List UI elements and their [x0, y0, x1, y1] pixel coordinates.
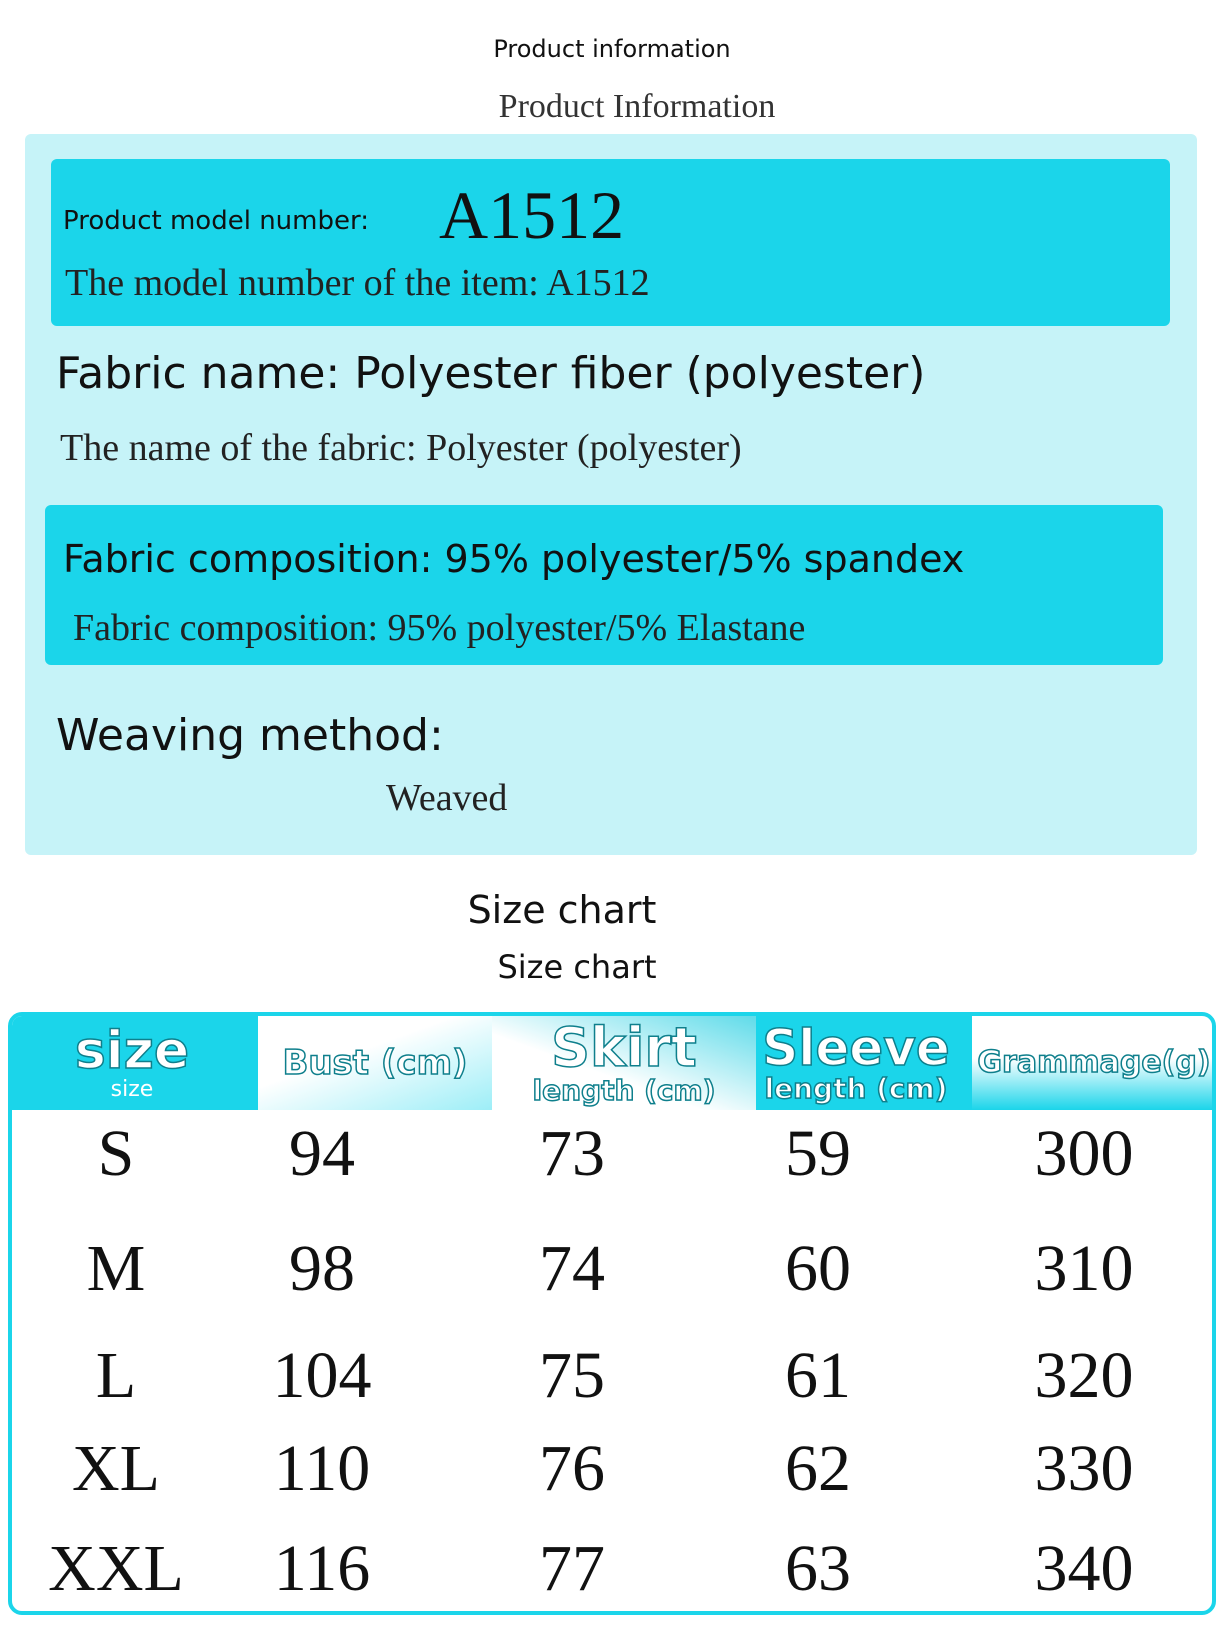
model-box: Product model number: A1512 The model nu… — [51, 159, 1170, 326]
cell-sleeve-length: 61 — [785, 1339, 851, 1412]
header-sleeve-length: Sleeve length (cm) — [761, 1019, 950, 1105]
cell-sleeve-length: 60 — [785, 1232, 851, 1305]
header-grammage: Grammage(g) — [977, 1045, 1212, 1080]
cell-bust: 104 — [272, 1339, 372, 1412]
cell-grammage: 320 — [1034, 1339, 1134, 1412]
section-subtitle: Product Information — [498, 88, 776, 125]
cell-bust: 94 — [289, 1117, 355, 1190]
composition-box: Fabric composition: 95% polyester/5% spa… — [45, 505, 1163, 665]
cell-bust: 116 — [273, 1532, 371, 1605]
header-size: size size — [74, 1021, 190, 1102]
cell-size: XXL — [48, 1532, 184, 1605]
fabric-name-translation: The name of the fabric: Polyester (polye… — [60, 427, 742, 469]
cell-bust: 110 — [273, 1432, 371, 1505]
cell-skirt-length: 77 — [539, 1532, 605, 1605]
cell-sleeve-length: 63 — [785, 1532, 851, 1605]
cell-size: XL — [72, 1432, 160, 1505]
model-label: Product model number: — [63, 206, 369, 236]
weaving-label: Weaving method: — [56, 710, 444, 761]
cell-sleeve-length: 62 — [785, 1432, 851, 1505]
cell-skirt-length: 75 — [539, 1339, 605, 1412]
cell-grammage: 340 — [1034, 1532, 1134, 1605]
model-translation: The model number of the item: A1512 — [65, 262, 650, 304]
header-skirt-length: Skirt length (cm) — [532, 1016, 717, 1107]
section-title: Product information — [493, 35, 731, 63]
cell-size: M — [86, 1232, 146, 1305]
weaving-translation: Weaved — [386, 777, 508, 819]
header-bust: Bust (cm) — [282, 1043, 469, 1083]
composition-translation: Fabric composition: 95% polyester/5% Ela… — [73, 607, 806, 649]
size-table: size size Bust (cm) Skirt length (cm) Slee… — [8, 1012, 1216, 1615]
cell-skirt-length: 73 — [539, 1117, 605, 1190]
size-chart-title: Size chart — [467, 888, 657, 932]
fabric-name-label: Fabric name: Polyester fiber (polyester) — [56, 348, 926, 399]
cell-size: S — [97, 1117, 135, 1190]
size-chart-subtitle: Size chart — [497, 948, 657, 986]
model-value: A1512 — [439, 177, 625, 253]
cell-skirt-length: 74 — [539, 1232, 605, 1305]
cell-skirt-length: 76 — [539, 1432, 605, 1505]
cell-size: L — [95, 1339, 137, 1412]
cell-grammage: 330 — [1034, 1432, 1134, 1505]
cell-grammage: 310 — [1034, 1232, 1134, 1305]
cell-bust: 98 — [289, 1232, 355, 1305]
cell-grammage: 300 — [1034, 1117, 1134, 1190]
table-header: size size Bust (cm) Skirt length (cm) Slee… — [12, 1016, 1212, 1110]
cell-sleeve-length: 59 — [785, 1117, 851, 1190]
composition-label: Fabric composition: 95% polyester/5% spa… — [63, 537, 965, 581]
